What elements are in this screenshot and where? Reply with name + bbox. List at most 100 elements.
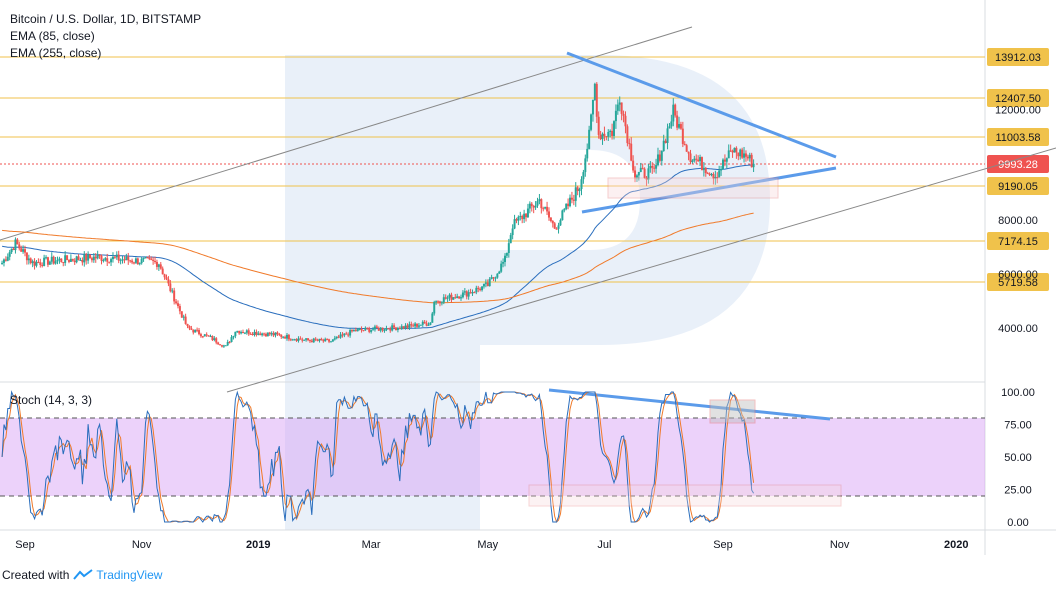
candle-body — [119, 259, 122, 261]
candle-body — [6, 256, 9, 261]
candle-body — [475, 287, 478, 293]
candle-body — [743, 153, 746, 158]
candle-body — [259, 333, 262, 336]
candle-body — [400, 326, 403, 329]
candle-body — [39, 262, 42, 266]
candle-body — [224, 345, 227, 347]
candle-body — [651, 166, 654, 168]
stoch-top-box — [709, 399, 756, 424]
candle-body — [331, 339, 334, 342]
candle-body — [714, 177, 717, 179]
candle-body — [427, 324, 430, 326]
candle-body — [404, 325, 407, 329]
candle-body — [157, 264, 160, 267]
candle-body — [626, 126, 629, 144]
candle-body — [364, 327, 367, 331]
candle-body — [253, 331, 256, 335]
candle-body — [104, 258, 107, 261]
candle-body — [251, 333, 254, 335]
candle-body — [490, 277, 493, 279]
candle-body — [599, 134, 602, 140]
candle-body — [695, 158, 698, 160]
candle-body — [398, 327, 401, 329]
candle-body — [66, 255, 69, 261]
candle-body — [264, 333, 267, 337]
candle-body — [465, 291, 468, 297]
candle-body — [278, 333, 281, 335]
candle-body — [301, 339, 304, 341]
candle-body — [377, 328, 380, 331]
candle-body — [572, 199, 575, 201]
candle-body — [540, 199, 543, 209]
candle-body — [69, 258, 72, 262]
candle-body — [178, 306, 181, 312]
candle-body — [410, 324, 413, 326]
price-level-label-3: 9190.05 — [998, 181, 1038, 193]
candle-body — [169, 283, 172, 292]
time-tick-6: Sep — [713, 539, 733, 551]
candle-body — [77, 256, 80, 261]
candle-body — [381, 327, 384, 331]
candle-body — [64, 255, 67, 263]
candle-body — [276, 332, 279, 334]
candle-body — [616, 104, 619, 111]
candle-body — [444, 297, 447, 299]
candle-body — [406, 325, 409, 328]
candle-body — [337, 336, 340, 338]
candle-body — [674, 104, 677, 116]
candle-body — [352, 329, 355, 332]
candle-body — [500, 263, 503, 272]
candle-body — [318, 338, 321, 341]
candle-body — [477, 287, 480, 289]
candle-body — [173, 290, 176, 302]
candle-body — [127, 256, 130, 261]
price-level-label-2: 11003.58 — [995, 132, 1040, 144]
candle-body — [142, 258, 145, 260]
candle-body — [33, 261, 36, 266]
candle-body — [102, 260, 105, 262]
grid — [0, 0, 1056, 555]
candle-body — [624, 115, 627, 127]
candle-body — [716, 177, 719, 179]
candle-body — [10, 248, 13, 253]
candle-body — [50, 256, 53, 262]
candle-body — [645, 177, 648, 180]
candle-body — [729, 150, 732, 152]
candle-body — [586, 148, 589, 159]
candle-body — [473, 292, 476, 294]
candle-body — [176, 303, 179, 307]
candle-body — [60, 258, 63, 263]
candle-body — [27, 258, 30, 261]
candle-body — [310, 340, 313, 343]
candle-body — [440, 302, 443, 304]
candle-body — [48, 261, 51, 265]
candle-body — [113, 256, 116, 258]
candle-body — [131, 260, 134, 263]
candle-body — [681, 128, 684, 144]
candle-body — [230, 337, 233, 342]
candle-body — [456, 296, 459, 298]
candle-body — [731, 150, 734, 153]
candle-body — [190, 328, 193, 330]
candle-body — [425, 323, 428, 326]
candle-body — [503, 255, 506, 263]
price-tick-0: 12000.00 — [995, 104, 1041, 116]
candle-body — [666, 128, 669, 143]
candle-body — [620, 102, 623, 114]
candle-body — [526, 208, 529, 218]
candle-body — [22, 249, 25, 252]
candle-body — [685, 145, 688, 152]
candle-body — [372, 329, 375, 331]
stoch-legend: Stoch (14, 3, 3) — [10, 393, 92, 407]
candle-body — [712, 174, 715, 179]
candle-body — [339, 334, 342, 338]
tradingview-link[interactable]: TradingView — [96, 568, 163, 582]
candle-body — [517, 216, 520, 221]
candle-body — [180, 311, 183, 318]
candle-body — [81, 259, 84, 263]
candle-body — [100, 255, 103, 261]
candle-body — [192, 329, 195, 333]
candle-body — [570, 197, 573, 200]
candle-body — [486, 282, 489, 287]
candle-body — [643, 168, 646, 178]
